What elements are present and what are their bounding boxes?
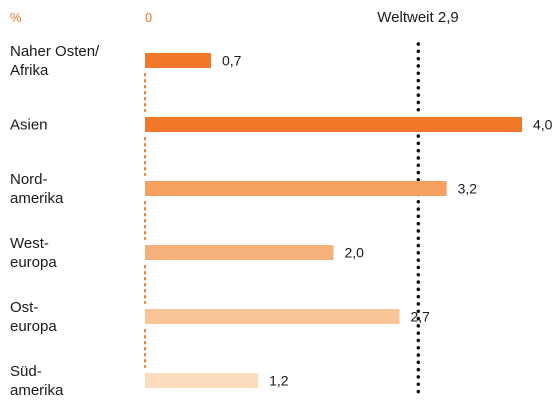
category-label-5-0: Süd- — [10, 363, 42, 380]
category-label-5-1: amerika — [10, 382, 64, 399]
bar-2 — [145, 181, 447, 196]
value-label-4: 2,7 — [410, 309, 430, 325]
unit-label: % — [10, 10, 22, 25]
category-label-2-1: amerika — [10, 190, 64, 207]
category-label-3-1: europa — [10, 254, 57, 271]
category-label-4-1: europa — [10, 318, 57, 335]
bar-1 — [145, 117, 522, 132]
category-label-0-1: Afrika — [10, 62, 49, 79]
value-label-0: 0,7 — [222, 53, 242, 69]
bar-5 — [145, 373, 259, 388]
category-label-0-0: Naher Osten/ — [10, 43, 100, 60]
value-label-1: 4,0 — [533, 117, 553, 133]
bars — [145, 53, 522, 388]
category-label-1-0: Asien — [10, 117, 48, 134]
labels: 0,7 Naher Osten/Afrika 4,0 Asien 3,2 Nord-ame… — [10, 43, 553, 399]
reference-line-label: Weltweit 2,9 — [377, 9, 458, 26]
bar-3 — [145, 245, 334, 260]
bar-0 — [145, 53, 211, 68]
value-label-2: 3,2 — [458, 181, 478, 197]
category-label-4-0: Ost- — [10, 299, 38, 316]
category-label-3-0: West- — [10, 235, 49, 252]
value-label-5: 1,2 — [269, 373, 289, 389]
zero-label: 0 — [145, 10, 152, 25]
category-label-2-0: Nord- — [10, 171, 48, 188]
bar-4 — [145, 309, 400, 324]
value-label-3: 2,0 — [345, 245, 365, 261]
